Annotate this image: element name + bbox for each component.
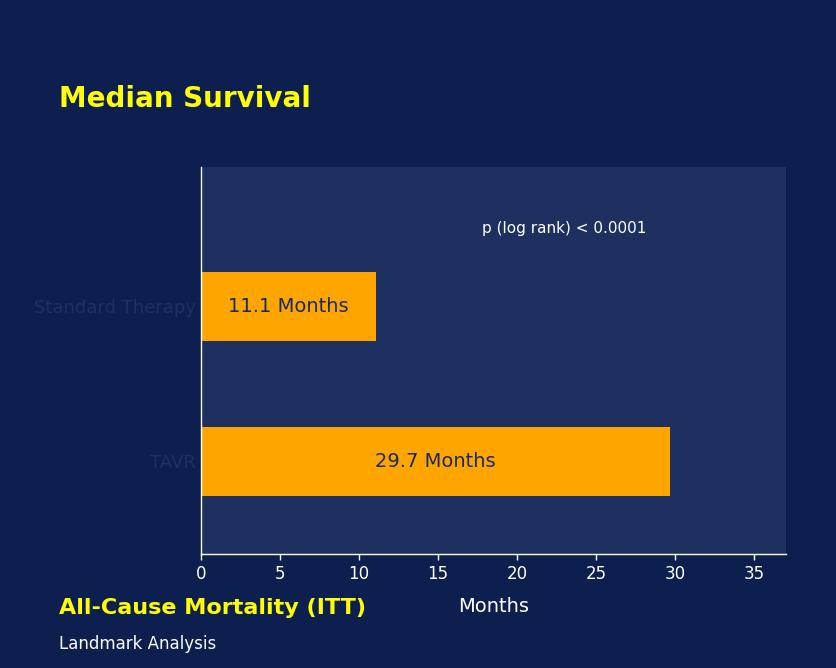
Text: Landmark Analysis: Landmark Analysis [59, 635, 216, 653]
Text: 29.7 Months: 29.7 Months [375, 452, 496, 471]
Text: 11.1 Months: 11.1 Months [228, 297, 349, 316]
Text: All-Cause Mortality (ITT): All-Cause Mortality (ITT) [59, 598, 365, 618]
Bar [201, 427, 670, 496]
Bar [201, 272, 376, 341]
Text: Median Survival: Median Survival [59, 85, 310, 113]
Text: p (log rank) < 0.0001: p (log rank) < 0.0001 [482, 222, 646, 236]
X-axis label: Months: Months [458, 597, 528, 616]
